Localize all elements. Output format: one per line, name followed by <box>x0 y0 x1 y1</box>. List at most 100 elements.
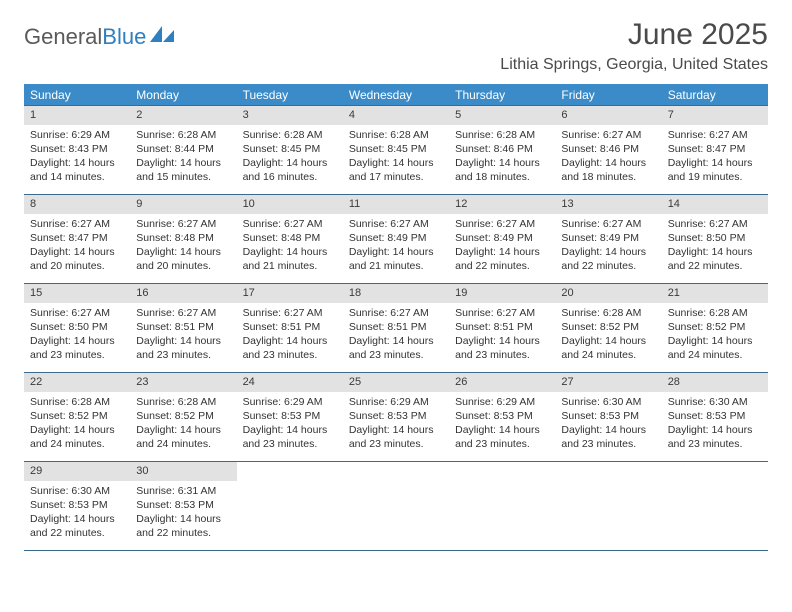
sunset-text: Sunset: 8:53 PM <box>349 409 443 423</box>
day-cell: 11Sunrise: 6:27 AMSunset: 8:49 PMDayligh… <box>343 195 449 283</box>
d2-text: and 24 minutes. <box>136 437 230 451</box>
day-cell: 26Sunrise: 6:29 AMSunset: 8:53 PMDayligh… <box>449 373 555 461</box>
day-cell: 2Sunrise: 6:28 AMSunset: 8:44 PMDaylight… <box>130 106 236 194</box>
d1-text: Daylight: 14 hours <box>668 245 762 259</box>
d2-text: and 15 minutes. <box>136 170 230 184</box>
day-cell: 14Sunrise: 6:27 AMSunset: 8:50 PMDayligh… <box>662 195 768 283</box>
location: Lithia Springs, Georgia, United States <box>500 56 768 74</box>
day-cell: 13Sunrise: 6:27 AMSunset: 8:49 PMDayligh… <box>555 195 661 283</box>
day-number: 4 <box>343 106 449 125</box>
day-cell: 12Sunrise: 6:27 AMSunset: 8:49 PMDayligh… <box>449 195 555 283</box>
d1-text: Daylight: 14 hours <box>243 334 337 348</box>
day-number: 9 <box>130 195 236 214</box>
day-cell: 25Sunrise: 6:29 AMSunset: 8:53 PMDayligh… <box>343 373 449 461</box>
sunset-text: Sunset: 8:48 PM <box>136 231 230 245</box>
sunrise-text: Sunrise: 6:27 AM <box>349 306 443 320</box>
sunset-text: Sunset: 8:46 PM <box>561 142 655 156</box>
day-number: 18 <box>343 284 449 303</box>
d2-text: and 24 minutes. <box>668 348 762 362</box>
sunset-text: Sunset: 8:53 PM <box>561 409 655 423</box>
day-body: Sunrise: 6:27 AMSunset: 8:48 PMDaylight:… <box>130 214 236 280</box>
sunrise-text: Sunrise: 6:27 AM <box>349 217 443 231</box>
sunrise-text: Sunrise: 6:28 AM <box>30 395 124 409</box>
day-cell: 20Sunrise: 6:28 AMSunset: 8:52 PMDayligh… <box>555 284 661 372</box>
dow-sun: Sunday <box>24 84 130 106</box>
d2-text: and 24 minutes. <box>561 348 655 362</box>
sunrise-text: Sunrise: 6:28 AM <box>243 128 337 142</box>
day-body: Sunrise: 6:28 AMSunset: 8:45 PMDaylight:… <box>237 125 343 191</box>
sunrise-text: Sunrise: 6:27 AM <box>30 306 124 320</box>
d1-text: Daylight: 14 hours <box>668 423 762 437</box>
dow-thu: Thursday <box>449 84 555 106</box>
day-cell: 30Sunrise: 6:31 AMSunset: 8:53 PMDayligh… <box>130 462 236 550</box>
d1-text: Daylight: 14 hours <box>561 423 655 437</box>
day-body: Sunrise: 6:27 AMSunset: 8:49 PMDaylight:… <box>555 214 661 280</box>
day-number: 28 <box>662 373 768 392</box>
d2-text: and 20 minutes. <box>136 259 230 273</box>
sunrise-text: Sunrise: 6:28 AM <box>349 128 443 142</box>
day-cell: 16Sunrise: 6:27 AMSunset: 8:51 PMDayligh… <box>130 284 236 372</box>
d1-text: Daylight: 14 hours <box>30 512 124 526</box>
day-number: 26 <box>449 373 555 392</box>
week-row: 1Sunrise: 6:29 AMSunset: 8:43 PMDaylight… <box>24 105 768 195</box>
week-row: 15Sunrise: 6:27 AMSunset: 8:50 PMDayligh… <box>24 283 768 373</box>
day-body: Sunrise: 6:28 AMSunset: 8:45 PMDaylight:… <box>343 125 449 191</box>
day-number: 2 <box>130 106 236 125</box>
sunset-text: Sunset: 8:45 PM <box>349 142 443 156</box>
sunset-text: Sunset: 8:43 PM <box>30 142 124 156</box>
dow-wed: Wednesday <box>343 84 449 106</box>
day-cell <box>449 462 555 550</box>
day-body: Sunrise: 6:27 AMSunset: 8:49 PMDaylight:… <box>343 214 449 280</box>
sunrise-text: Sunrise: 6:28 AM <box>455 128 549 142</box>
day-body: Sunrise: 6:28 AMSunset: 8:52 PMDaylight:… <box>130 392 236 458</box>
weeks-container: 1Sunrise: 6:29 AMSunset: 8:43 PMDaylight… <box>24 105 768 551</box>
sunset-text: Sunset: 8:49 PM <box>561 231 655 245</box>
sunrise-text: Sunrise: 6:28 AM <box>136 128 230 142</box>
day-cell <box>237 462 343 550</box>
day-body: Sunrise: 6:30 AMSunset: 8:53 PMDaylight:… <box>662 392 768 458</box>
sunset-text: Sunset: 8:44 PM <box>136 142 230 156</box>
month-title: June 2025 <box>500 18 768 52</box>
sunset-text: Sunset: 8:52 PM <box>136 409 230 423</box>
day-number: 17 <box>237 284 343 303</box>
day-number: 16 <box>130 284 236 303</box>
sunset-text: Sunset: 8:50 PM <box>30 320 124 334</box>
sunrise-text: Sunrise: 6:27 AM <box>136 306 230 320</box>
week-row: 29Sunrise: 6:30 AMSunset: 8:53 PMDayligh… <box>24 461 768 551</box>
sunset-text: Sunset: 8:51 PM <box>243 320 337 334</box>
d1-text: Daylight: 14 hours <box>136 245 230 259</box>
d1-text: Daylight: 14 hours <box>561 334 655 348</box>
day-body: Sunrise: 6:28 AMSunset: 8:52 PMDaylight:… <box>662 303 768 369</box>
sunset-text: Sunset: 8:51 PM <box>136 320 230 334</box>
d2-text: and 23 minutes. <box>455 348 549 362</box>
day-number: 20 <box>555 284 661 303</box>
sunrise-text: Sunrise: 6:27 AM <box>136 217 230 231</box>
day-body: Sunrise: 6:28 AMSunset: 8:46 PMDaylight:… <box>449 125 555 191</box>
d2-text: and 23 minutes. <box>243 437 337 451</box>
day-cell: 1Sunrise: 6:29 AMSunset: 8:43 PMDaylight… <box>24 106 130 194</box>
day-cell: 21Sunrise: 6:28 AMSunset: 8:52 PMDayligh… <box>662 284 768 372</box>
sunrise-text: Sunrise: 6:27 AM <box>455 306 549 320</box>
day-body: Sunrise: 6:27 AMSunset: 8:49 PMDaylight:… <box>449 214 555 280</box>
header: GeneralBlue June 2025 Lithia Springs, Ge… <box>24 18 768 80</box>
d2-text: and 18 minutes. <box>561 170 655 184</box>
d2-text: and 23 minutes. <box>349 437 443 451</box>
d2-text: and 20 minutes. <box>30 259 124 273</box>
sunset-text: Sunset: 8:48 PM <box>243 231 337 245</box>
sunset-text: Sunset: 8:51 PM <box>349 320 443 334</box>
sunrise-text: Sunrise: 6:30 AM <box>561 395 655 409</box>
day-cell: 3Sunrise: 6:28 AMSunset: 8:45 PMDaylight… <box>237 106 343 194</box>
day-body: Sunrise: 6:27 AMSunset: 8:51 PMDaylight:… <box>449 303 555 369</box>
logo-word-2: Blue <box>102 24 146 50</box>
day-number: 21 <box>662 284 768 303</box>
day-cell: 27Sunrise: 6:30 AMSunset: 8:53 PMDayligh… <box>555 373 661 461</box>
sunset-text: Sunset: 8:53 PM <box>30 498 124 512</box>
day-of-week-row: Sunday Monday Tuesday Wednesday Thursday… <box>24 84 768 106</box>
day-body: Sunrise: 6:27 AMSunset: 8:47 PMDaylight:… <box>24 214 130 280</box>
day-body: Sunrise: 6:27 AMSunset: 8:48 PMDaylight:… <box>237 214 343 280</box>
day-body: Sunrise: 6:27 AMSunset: 8:50 PMDaylight:… <box>662 214 768 280</box>
sunrise-text: Sunrise: 6:27 AM <box>455 217 549 231</box>
day-body: Sunrise: 6:28 AMSunset: 8:44 PMDaylight:… <box>130 125 236 191</box>
d2-text: and 23 minutes. <box>561 437 655 451</box>
sunset-text: Sunset: 8:53 PM <box>243 409 337 423</box>
